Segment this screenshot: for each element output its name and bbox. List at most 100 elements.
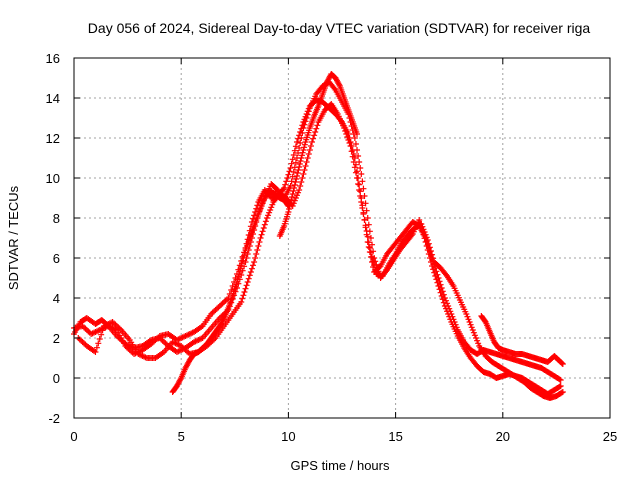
data-point [258, 231, 265, 238]
data-point [300, 125, 307, 131]
data-point [464, 313, 471, 320]
data-point [290, 152, 297, 158]
data-point [297, 140, 304, 146]
data-point [305, 108, 312, 115]
data-point [301, 144, 308, 151]
data-point [364, 215, 371, 221]
data-point [301, 167, 308, 173]
data-point [98, 331, 105, 338]
data-point [369, 259, 376, 265]
data-point [367, 235, 374, 241]
data-point [336, 81, 343, 88]
data-point [437, 289, 444, 296]
data-point [298, 135, 305, 141]
data-point [95, 340, 102, 347]
data-point [304, 111, 311, 118]
data-point [312, 129, 319, 135]
data-point [290, 169, 297, 175]
data-point [257, 235, 264, 241]
series-track-6 [478, 313, 566, 367]
data-point [96, 336, 103, 342]
data-point [367, 249, 374, 256]
data-point [467, 321, 474, 328]
y-axis-label: SDTVAR / TECUs [6, 185, 21, 290]
series-track-3 [75, 101, 566, 401]
plot-frame [73, 57, 611, 419]
data-point [350, 159, 357, 165]
data-point [357, 165, 364, 171]
data-point [283, 178, 290, 185]
chart-title: Day 056 of 2024, Sidereal Day-to-day VTE… [88, 20, 591, 36]
data-point [346, 140, 353, 146]
data-point [292, 143, 299, 150]
data-point [289, 156, 296, 163]
data-point [303, 159, 310, 165]
data-point [250, 262, 257, 269]
data-point [236, 268, 243, 275]
data-point [253, 251, 260, 257]
data-point [291, 197, 298, 204]
data-point [299, 149, 306, 156]
data-point [293, 192, 300, 199]
data-point [265, 212, 272, 219]
data-point [248, 265, 255, 272]
data-point [354, 168, 361, 175]
x-tick-label: 15 [388, 429, 402, 444]
data-point [354, 131, 361, 137]
data-point [293, 173, 300, 179]
data-point [286, 203, 293, 209]
data-point [363, 207, 370, 214]
data-point [362, 200, 369, 207]
data-point [365, 239, 372, 246]
data-point [237, 265, 244, 272]
data-point [559, 360, 566, 367]
data-point [92, 349, 99, 355]
data-point [310, 135, 317, 142]
data-point [556, 383, 563, 390]
data-point [291, 185, 298, 191]
data-point [463, 311, 470, 317]
data-point [287, 200, 294, 206]
data-point [288, 194, 295, 200]
data-point [436, 286, 443, 293]
data-point [359, 205, 366, 211]
data-point [438, 293, 445, 299]
data-point [331, 85, 338, 92]
data-point [358, 199, 365, 205]
data-point [294, 170, 301, 176]
y-tick-label: 16 [46, 51, 60, 66]
data-point [423, 234, 430, 241]
x-tick-label: 0 [70, 429, 77, 444]
y-tick-label: -2 [48, 411, 60, 426]
data-point [290, 188, 297, 194]
data-point [292, 195, 299, 201]
data-point [347, 143, 354, 149]
data-point [434, 279, 441, 286]
data-point [341, 125, 348, 131]
data-point [365, 221, 372, 228]
data-point [288, 197, 295, 203]
data-point [358, 171, 365, 177]
data-point [475, 340, 482, 347]
data-point [419, 223, 426, 230]
data-point [559, 389, 566, 395]
series-track-5 [276, 71, 361, 239]
y-tick-label: 14 [46, 91, 60, 106]
data-point [356, 159, 363, 165]
data-point [291, 147, 298, 154]
data-point [289, 173, 296, 180]
data-point [250, 215, 257, 222]
data-point [260, 225, 267, 231]
data-point [238, 299, 245, 305]
data-point [285, 209, 292, 215]
data-point [238, 263, 245, 269]
data-point [298, 152, 305, 159]
data-point [255, 243, 262, 249]
data-point [439, 296, 446, 303]
data-point [254, 247, 261, 253]
data-point [241, 252, 248, 259]
data-point [251, 259, 258, 265]
data-point [308, 139, 315, 145]
data-point [435, 283, 442, 289]
data-point [355, 181, 362, 187]
